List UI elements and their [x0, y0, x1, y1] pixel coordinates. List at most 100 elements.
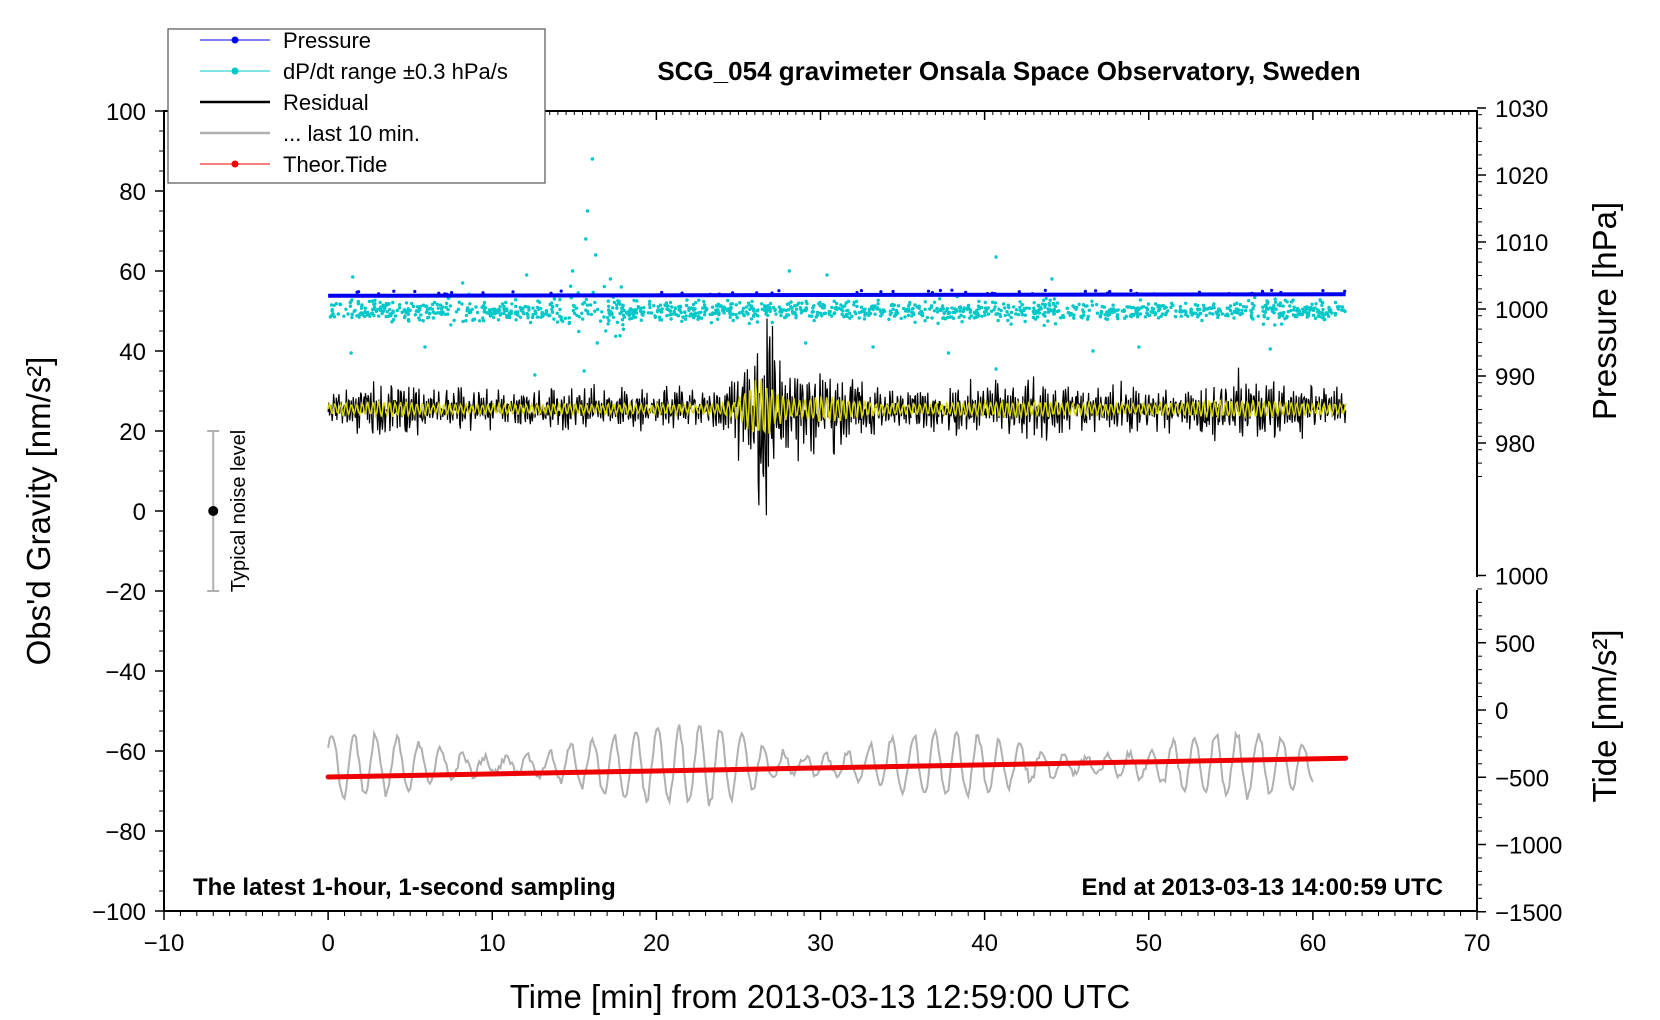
- pressure-point: [1043, 288, 1047, 292]
- dpdt-point: [1283, 317, 1287, 321]
- dpdt-point: [431, 310, 436, 314]
- dpdt-point: [668, 313, 672, 317]
- dpdt-point: [839, 307, 844, 312]
- dpdt-point: [1281, 314, 1285, 318]
- dpdt-point: [678, 304, 682, 308]
- dpdt-point: [360, 304, 364, 308]
- dpdt-point: [593, 300, 597, 305]
- dpdt-point: [331, 312, 335, 316]
- dpdt-outlier: [608, 277, 613, 281]
- dpdt-point: [853, 310, 857, 314]
- y-tick-label: 40: [119, 339, 146, 366]
- dpdt-point: [741, 306, 746, 310]
- dpdt-point: [832, 299, 836, 303]
- dpdt-point: [470, 307, 474, 312]
- dpdt-point: [1052, 307, 1056, 312]
- legend-label: dP/dt range ±0.3 hPa/s: [283, 59, 508, 84]
- dpdt-point: [1005, 310, 1009, 314]
- residual-line: [327, 318, 1347, 516]
- pressure-point: [377, 292, 381, 296]
- dpdt-point: [646, 311, 651, 315]
- dpdt-point: [641, 313, 645, 317]
- dpdt-point: [729, 302, 733, 306]
- dpdt-point: [814, 315, 818, 319]
- dpdt-point: [404, 301, 409, 305]
- dpdt-point: [913, 303, 917, 307]
- dpdt-point: [444, 305, 448, 310]
- dpdt-point: [615, 306, 619, 310]
- dpdt-point: [490, 312, 494, 316]
- legend-box: [167, 28, 546, 184]
- dpdt-point: [619, 285, 623, 289]
- dpdt-point: [523, 304, 527, 309]
- pressure-point: [1031, 292, 1035, 296]
- pressure-point: [680, 291, 684, 295]
- dpdt-point: [372, 313, 376, 318]
- dpdt-point: [457, 300, 461, 304]
- dpdt-point: [976, 304, 981, 308]
- pressure-point: [1197, 290, 1202, 294]
- dpdt-point: [1169, 301, 1174, 305]
- dpdt-point: [1157, 305, 1161, 309]
- dpdt-point: [685, 298, 689, 302]
- dpdt-point: [653, 314, 657, 318]
- dpdt-point: [461, 319, 465, 324]
- dpdt-point: [541, 313, 545, 317]
- pressure-point: [1227, 292, 1231, 296]
- dpdt-point: [572, 311, 577, 316]
- dpdt-point: [471, 317, 476, 322]
- dpdt-point: [605, 316, 610, 320]
- dpdt-point: [907, 304, 911, 308]
- dpdt-point: [424, 304, 429, 309]
- pressure-point: [770, 291, 774, 295]
- dpdt-point: [1003, 313, 1007, 318]
- dpdt-point: [449, 323, 453, 327]
- y-tick-label: −80: [105, 819, 146, 846]
- dpdt-point: [1189, 309, 1193, 313]
- dpdt-point: [863, 313, 867, 317]
- dpdt-point: [373, 298, 377, 302]
- pressure-point: [767, 293, 771, 297]
- dpdt-point: [1105, 317, 1110, 321]
- dpdt-point: [435, 302, 440, 307]
- dpdt-point: [1153, 302, 1158, 306]
- dpdt-point: [995, 312, 1000, 316]
- noise-center-dot: [208, 506, 219, 516]
- dpdt-point: [889, 311, 893, 315]
- dpdt-point: [549, 301, 554, 305]
- dpdt-point: [328, 315, 333, 319]
- dpdt-point: [1313, 316, 1318, 320]
- dpdt-point: [615, 303, 619, 307]
- pressure-tick-label: 990: [1495, 364, 1535, 391]
- dpdt-point: [1006, 318, 1010, 323]
- dpdt-point: [1289, 308, 1293, 313]
- annotation-bottom-right: End at 2013-03-13 14:00:59 UTC: [1082, 874, 1444, 901]
- pressure-point: [437, 291, 441, 295]
- dpdt-point: [552, 317, 556, 321]
- dpdt-point: [692, 316, 696, 320]
- dpdt-point: [443, 312, 447, 316]
- dpdt-point: [406, 312, 410, 316]
- dpdt-point: [902, 306, 906, 311]
- dpdt-point: [593, 309, 597, 313]
- dpdt-point: [1201, 303, 1206, 307]
- dpdt-point: [607, 310, 611, 314]
- pressure-point: [413, 289, 417, 294]
- dpdt-point: [746, 301, 751, 305]
- dpdt-point: [404, 310, 408, 315]
- dpdt-point: [580, 311, 584, 315]
- dpdt-point: [414, 309, 419, 313]
- dpdt-point: [436, 306, 440, 310]
- dpdt-point: [538, 306, 543, 311]
- dpdt-point: [1032, 306, 1036, 310]
- dpdt-point: [1313, 306, 1318, 310]
- dpdt-outlier: [994, 255, 998, 259]
- dpdt-point: [1046, 307, 1050, 311]
- dpdt-point: [1100, 304, 1104, 309]
- dpdt-point: [418, 318, 422, 322]
- dpdt-point: [957, 305, 962, 310]
- legend-marker: [231, 160, 239, 168]
- dpdt-point: [1169, 305, 1173, 310]
- dpdt-point: [827, 309, 831, 314]
- dpdt-point: [527, 305, 531, 310]
